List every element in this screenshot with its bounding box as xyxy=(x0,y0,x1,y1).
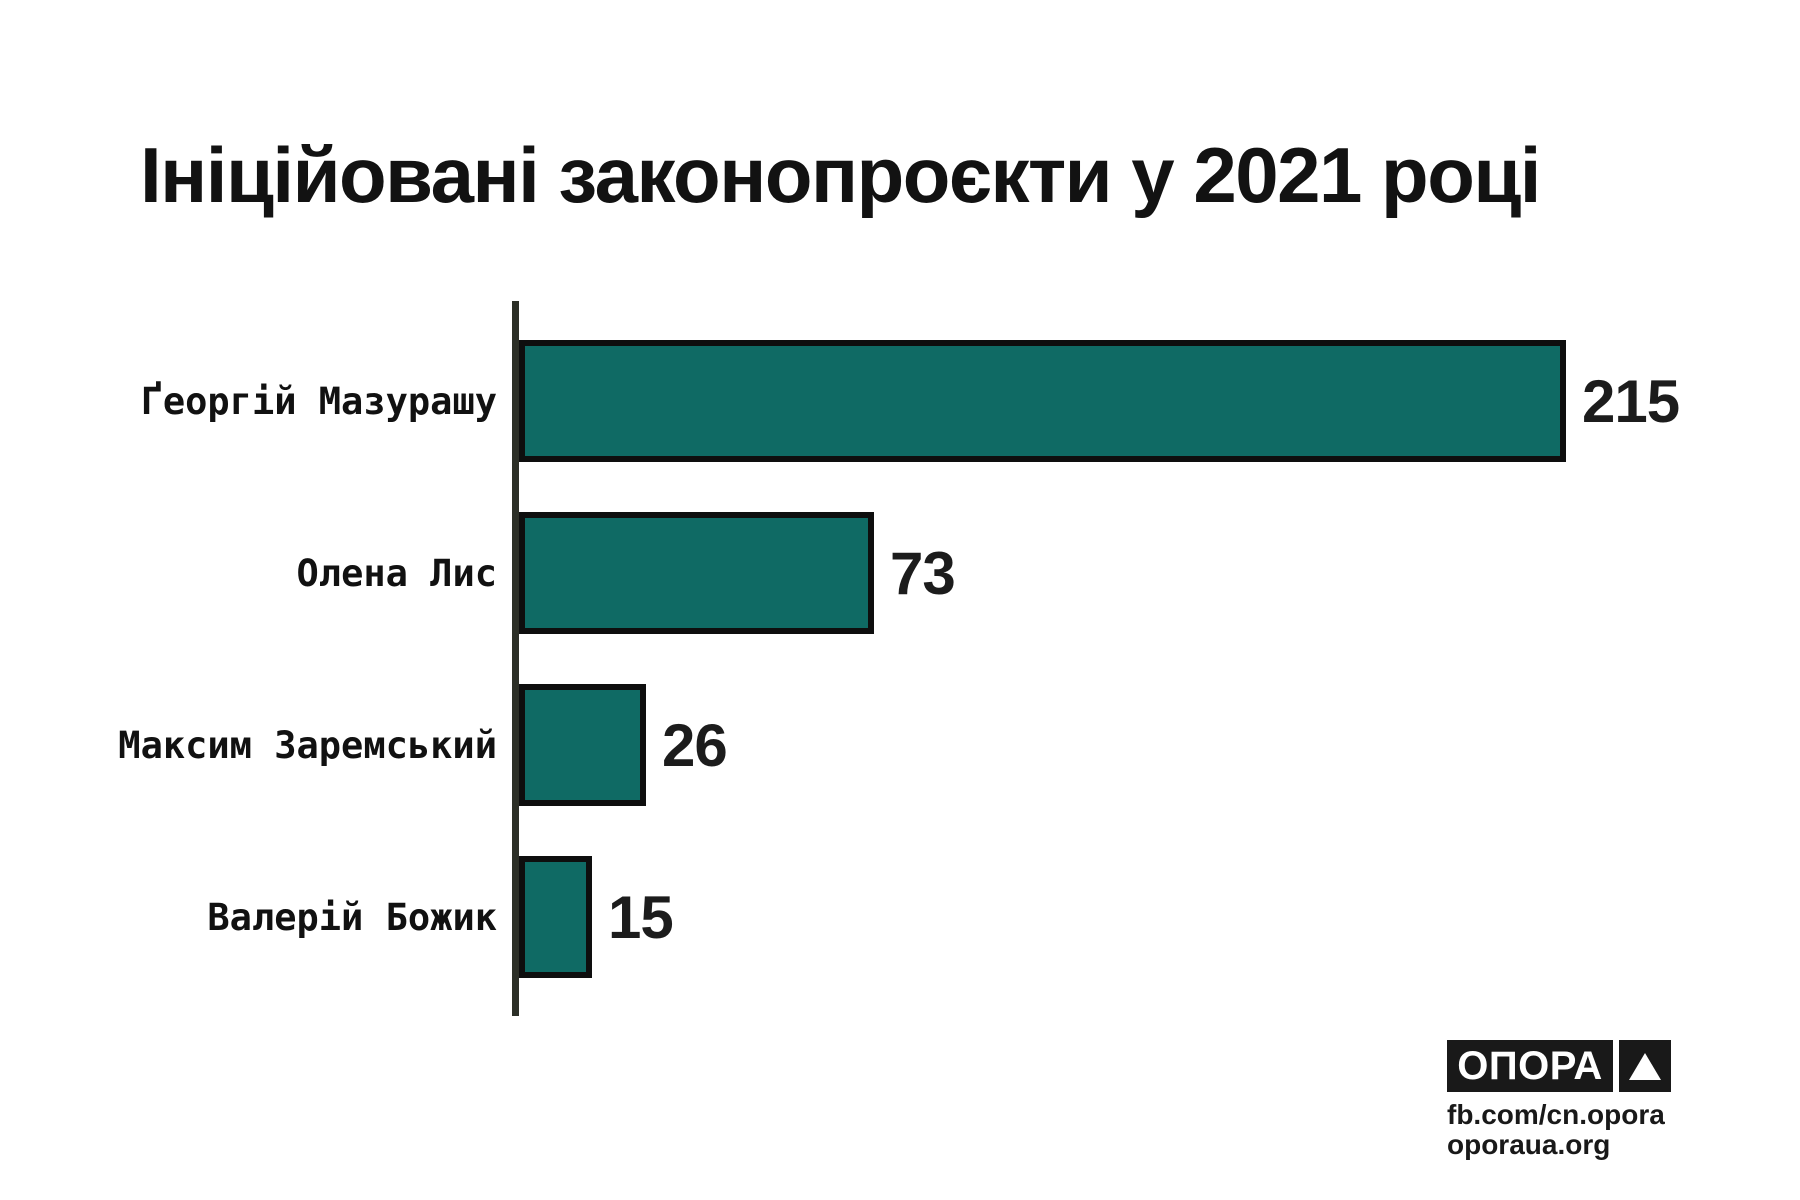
value-label: 15 xyxy=(608,883,674,951)
facebook-link: fb.com/cn.opora xyxy=(1447,1099,1665,1130)
category-label: Ґеоргій Мазурашу xyxy=(140,379,497,423)
category-label: Максим Заремський xyxy=(118,723,497,767)
value-label: 215 xyxy=(1582,367,1680,435)
opora-logo-text: ОПОРА xyxy=(1457,1043,1603,1088)
chart-title: Ініційовані законопроєкти у 2021 році xyxy=(140,131,1541,219)
bar xyxy=(519,512,874,634)
category-label: Валерій Божик xyxy=(207,895,497,939)
category-label: Олена Лис xyxy=(296,551,497,595)
footer-links: fb.com/cn.opora oporaua.org xyxy=(1447,1100,1671,1160)
bar xyxy=(519,684,646,806)
opora-logo-triangle-box xyxy=(1619,1040,1671,1092)
value-label: 26 xyxy=(662,711,728,779)
opora-logo-row: ОПОРА xyxy=(1447,1040,1671,1092)
value-label: 73 xyxy=(890,539,956,607)
y-axis-line xyxy=(512,301,519,1016)
opora-logo: ОПОРА fb.com/cn.opora oporaua.org xyxy=(1447,1040,1671,1160)
website-link: oporaua.org xyxy=(1447,1129,1611,1160)
bar xyxy=(519,340,1566,462)
triangle-up-icon xyxy=(1629,1052,1661,1080)
bar xyxy=(519,856,592,978)
opora-logo-wordmark: ОПОРА xyxy=(1447,1040,1613,1092)
